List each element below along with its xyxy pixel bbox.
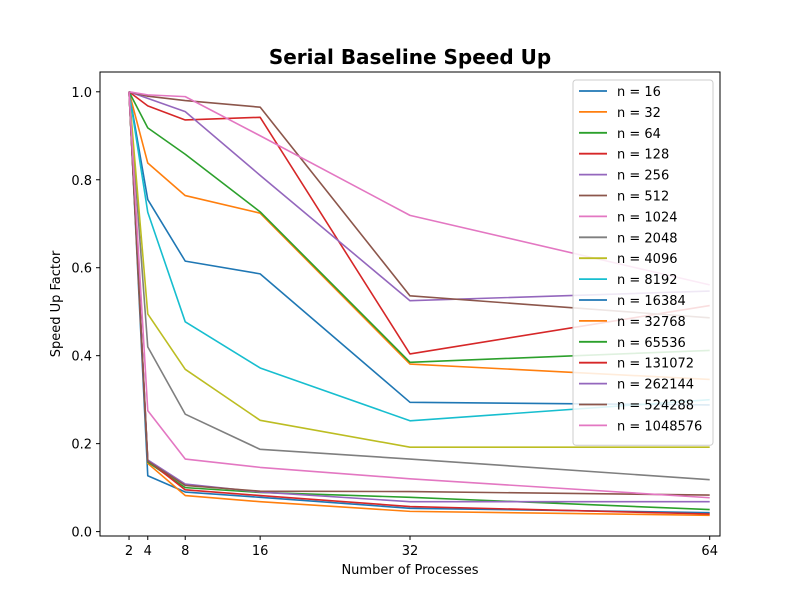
y-tick-label: 0.8 xyxy=(71,174,92,189)
legend-label: n = 256 xyxy=(617,169,669,184)
legend-label: n = 512 xyxy=(617,190,669,205)
legend-label: n = 65536 xyxy=(617,336,686,351)
series-line-2 xyxy=(128,91,710,364)
y-axis-label: Speed Up Factor xyxy=(49,250,64,357)
series-line-6 xyxy=(128,91,710,286)
x-tick-label: 32 xyxy=(402,544,419,559)
series-line-9 xyxy=(128,91,710,422)
legend-label: n = 16384 xyxy=(617,294,686,309)
series-line-5 xyxy=(128,91,710,319)
legend-label: n = 8192 xyxy=(617,273,677,288)
legend-label: n = 4096 xyxy=(617,252,677,267)
series-line-3 xyxy=(128,91,710,355)
y-axis: 0.0 0.2 0.4 0.6 0.8 1.0 xyxy=(71,86,100,541)
y-tick-label: 0.2 xyxy=(71,438,92,453)
y-tick-label: 1.0 xyxy=(71,86,92,101)
series-line-1 xyxy=(128,91,710,381)
series-line-0 xyxy=(128,91,710,406)
legend-label: n = 1048576 xyxy=(617,419,702,434)
legend-label: n = 524288 xyxy=(617,399,694,414)
x-tick-label: 8 xyxy=(181,544,189,559)
x-tick-label: 16 xyxy=(252,544,269,559)
legend-label: n = 32768 xyxy=(617,315,686,330)
plot-area xyxy=(128,91,710,517)
legend-label: n = 32 xyxy=(617,106,661,121)
x-tick-label: 64 xyxy=(701,544,718,559)
x-tick-label: 2 xyxy=(125,544,133,559)
series-line-7 xyxy=(128,91,710,481)
legend-label: n = 2048 xyxy=(617,231,677,246)
x-axis: 2 4 8 16 32 64 xyxy=(125,536,718,559)
series-line-15 xyxy=(128,91,710,496)
x-axis-label: Number of Processes xyxy=(341,563,478,578)
y-tick-label: 0.4 xyxy=(71,350,92,365)
y-tick-label: 0.6 xyxy=(71,262,92,277)
series-line-16 xyxy=(128,91,710,499)
x-tick-label: 4 xyxy=(144,544,152,559)
y-tick-label: 0.0 xyxy=(71,526,92,541)
legend-label: n = 16 xyxy=(617,85,661,100)
series-line-8 xyxy=(128,91,710,448)
legend-label: n = 128 xyxy=(617,148,669,163)
legend-label: n = 131072 xyxy=(617,357,694,372)
chart-title: Serial Baseline Speed Up xyxy=(269,45,551,69)
legend-label: n = 262144 xyxy=(617,378,694,393)
legend-label: n = 64 xyxy=(617,127,661,142)
legend-box xyxy=(572,79,714,446)
legend: n = 16 n = 32 n = 64 n = 128 n = 256 n = 512 n… xyxy=(572,79,714,446)
legend-label: n = 1024 xyxy=(617,210,677,225)
